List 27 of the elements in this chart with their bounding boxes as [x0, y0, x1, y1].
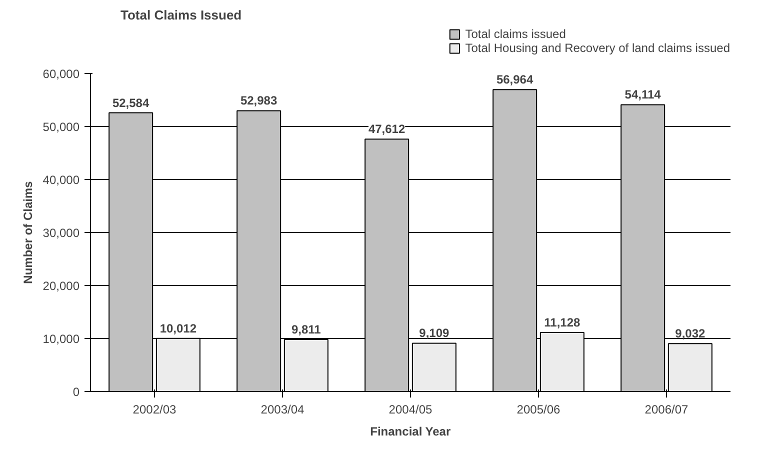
data-label: 54,114: [624, 88, 662, 102]
x-tick-label: 2006/07: [644, 402, 689, 416]
data-label: 9,811: [291, 322, 322, 336]
x-tick-label: 2004/05: [388, 402, 433, 416]
y-tick-label: 10,000: [42, 332, 80, 346]
data-label: 9,109: [419, 326, 450, 340]
y-tick-label: 20,000: [42, 279, 80, 293]
data-label: 52,584: [112, 96, 150, 110]
data-label: 9,032: [675, 326, 706, 341]
data-label: 10,012: [160, 321, 197, 336]
legend-label: Total Housing and Recovery of land claims issued: [465, 41, 730, 55]
y-tick-label: 0: [72, 385, 80, 399]
x-axis-title: Financial Year: [370, 424, 451, 438]
data-label: 52,983: [240, 94, 278, 108]
y-axis-title: Number of Claims: [20, 180, 35, 284]
data-label: 11,128: [544, 316, 581, 330]
chart-title: Total Claims Issued: [120, 8, 242, 22]
x-tick-label: 2005/06: [516, 402, 561, 416]
legend-label: Total claims issued: [465, 27, 566, 41]
y-tick-label: 50,000: [42, 120, 80, 134]
data-label: 47,612: [368, 122, 406, 136]
data-label: 56,964: [496, 72, 534, 87]
x-tick-label: 2003/04: [260, 402, 305, 416]
y-tick-label: 60,000: [42, 67, 80, 81]
y-tick-label: 40,000: [42, 173, 80, 187]
y-tick-label: 30,000: [42, 226, 80, 240]
x-tick-label: 2002/03: [132, 402, 177, 416]
